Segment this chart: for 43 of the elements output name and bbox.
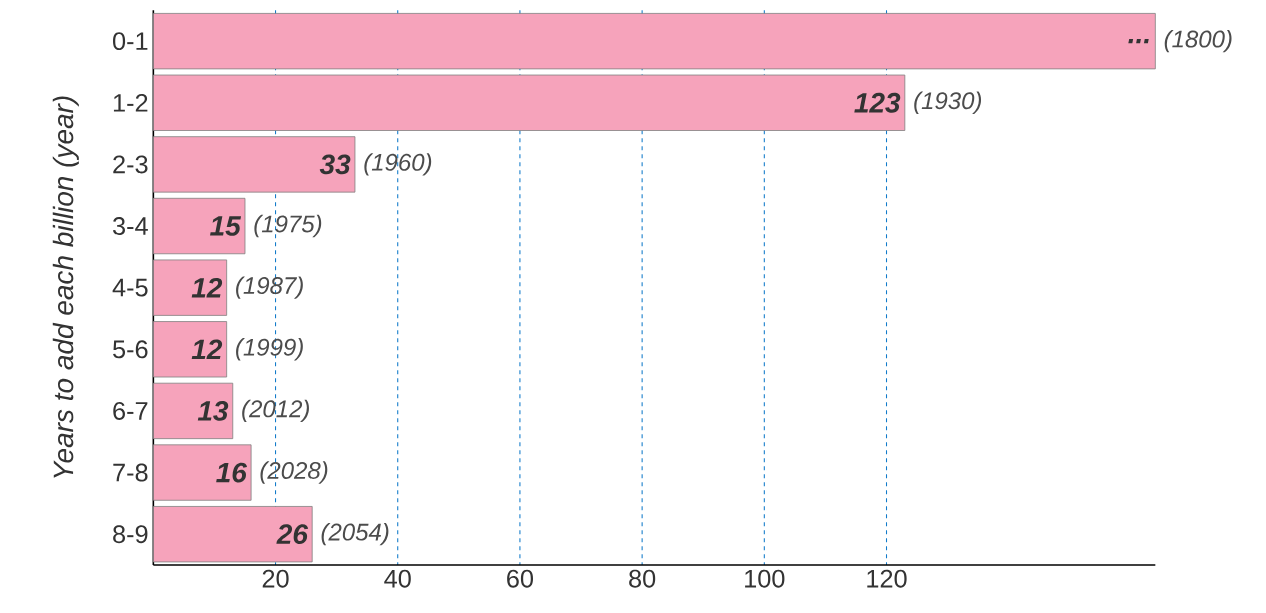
bar [152, 382, 234, 440]
x-tick-label: 60 [507, 569, 534, 588]
y-tick-label: 4-5 [112, 278, 148, 297]
y-axis-title: Years to add each billion (year) [52, 96, 79, 478]
data-label: 33 [319, 154, 351, 175]
annotation: (1930) [914, 91, 982, 114]
y-tick-label: 0-1 [113, 32, 148, 51]
annotation: (2028) [260, 461, 328, 484]
data-label: 26 [276, 524, 309, 545]
y-tick-label: 1-2 [113, 93, 148, 112]
data-label: 12 [191, 339, 223, 360]
x-tick-label: 100 [745, 569, 785, 588]
x-tick-label: 20 [262, 569, 289, 588]
annotation: (1999) [236, 338, 303, 361]
y-tick-label: 2-3 [113, 155, 148, 174]
text: (1800) [1164, 29, 1232, 53]
y-tick-label: 8-9 [113, 525, 148, 544]
y-tick-label: 5-6 [113, 340, 148, 359]
data-label: 12 [191, 277, 223, 298]
x-tick-label: 80 [629, 569, 656, 588]
bar [152, 136, 356, 193]
annotation: (1987) [236, 276, 303, 299]
y-tick-label: 3-4 [112, 217, 148, 236]
data-label: 15 [210, 216, 242, 236]
data-label: 123 [854, 92, 901, 113]
bar [152, 197, 246, 255]
bar [152, 321, 228, 378]
bar [152, 74, 906, 131]
bar [152, 259, 228, 316]
x-tick-label: 40 [384, 569, 411, 588]
data-label: ... [1128, 39, 1149, 44]
data-label: 13 [197, 401, 229, 421]
bar [152, 13, 1156, 70]
bar [152, 506, 313, 563]
bar [152, 444, 252, 501]
y-tick-label: 6-7 [113, 401, 148, 420]
annotation: (1960) [364, 153, 432, 176]
data-label: 16 [216, 462, 247, 483]
annotation: (1975) [254, 214, 322, 238]
annotation: (2054) [321, 522, 389, 546]
x-tick-label: 120 [867, 569, 907, 588]
y-tick-label: 7-8 [113, 463, 148, 482]
annotation: (2012) [242, 399, 309, 423]
